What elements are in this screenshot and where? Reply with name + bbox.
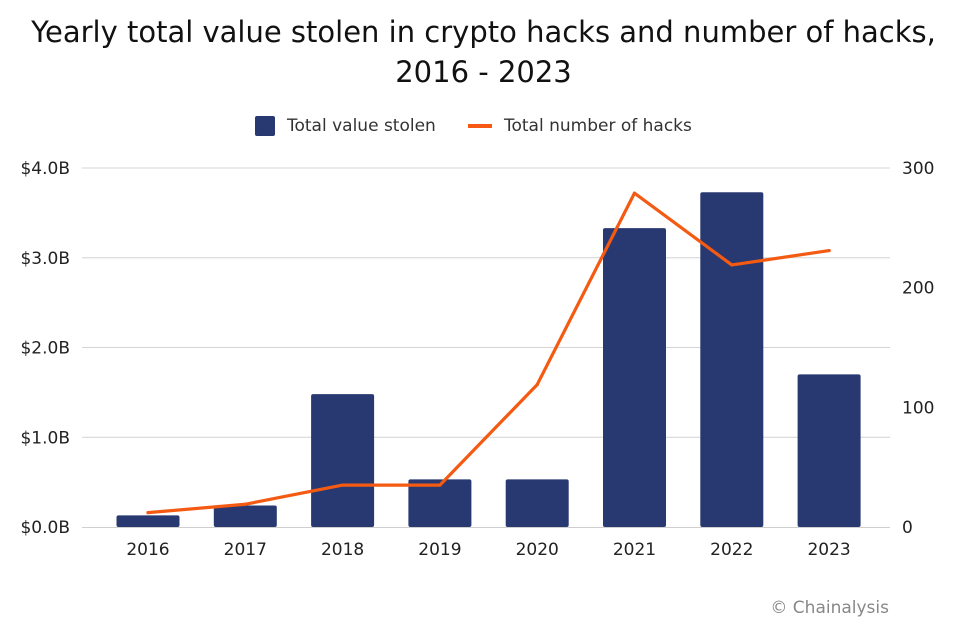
x-tick-label: 2016 [126, 540, 169, 560]
y-left-tick-label: $4.0B [20, 159, 70, 179]
chart-title-line-2: 2016 - 2023 [395, 55, 572, 89]
y-left-tick-label: $2.0B [20, 339, 70, 359]
line-point-2023 [827, 248, 831, 253]
bar-2022 [700, 192, 764, 528]
legend-label-number-of-hacks: Total number of hacks [504, 116, 692, 136]
bar-2016 [116, 515, 180, 527]
x-tick-label: 2023 [807, 540, 850, 560]
y-right-tick-label: 0 [902, 518, 913, 538]
y-right-tick-label: 300 [902, 159, 934, 179]
legend-label-value-stolen: Total value stolen [287, 116, 436, 136]
legend-item-value-stolen: Total value stolen [255, 112, 436, 140]
line-total-number-of-hacks [146, 191, 831, 515]
bar-2020 [505, 479, 569, 527]
y-left-tick-label: $0.0B [20, 518, 70, 538]
line-point-2017 [243, 502, 247, 506]
line-point-2021 [632, 191, 637, 195]
bar-2018 [311, 394, 375, 527]
x-tick-label: 2022 [710, 540, 753, 560]
y-left-tick-label: $1.0B [20, 428, 70, 448]
x-tick-label: 2018 [321, 540, 364, 560]
legend-swatch-line [468, 124, 492, 128]
line-point-2018 [341, 483, 345, 487]
x-tick-label: 2021 [613, 540, 656, 560]
bar-2019 [408, 479, 472, 527]
x-tick-label: 2020 [516, 540, 559, 560]
chart-title: Yearly total value stolen in crypto hack… [0, 12, 967, 92]
bar-2021 [603, 228, 666, 527]
y-right-tick-label: 100 [902, 398, 934, 418]
legend: Total value stolen Total number of hacks [0, 112, 967, 140]
x-tick-label: 2019 [418, 540, 461, 560]
bar-2023 [797, 374, 861, 527]
y-right-tick-label: 200 [902, 279, 934, 299]
bar-2017 [213, 505, 277, 527]
line-point-2020 [535, 382, 539, 387]
line-point-2019 [438, 483, 442, 487]
chainalysis-credit: © Chainalysis [770, 598, 889, 618]
legend-swatch-bar [255, 116, 275, 136]
line-point-2022 [730, 263, 734, 267]
x-tick-label: 2017 [224, 540, 267, 560]
y-left-tick-label: $3.0B [20, 249, 70, 269]
line-point-2016 [146, 511, 150, 515]
chart-title-line-1: Yearly total value stolen in crypto hack… [31, 15, 936, 49]
legend-item-number-of-hacks: Total number of hacks [468, 112, 692, 140]
